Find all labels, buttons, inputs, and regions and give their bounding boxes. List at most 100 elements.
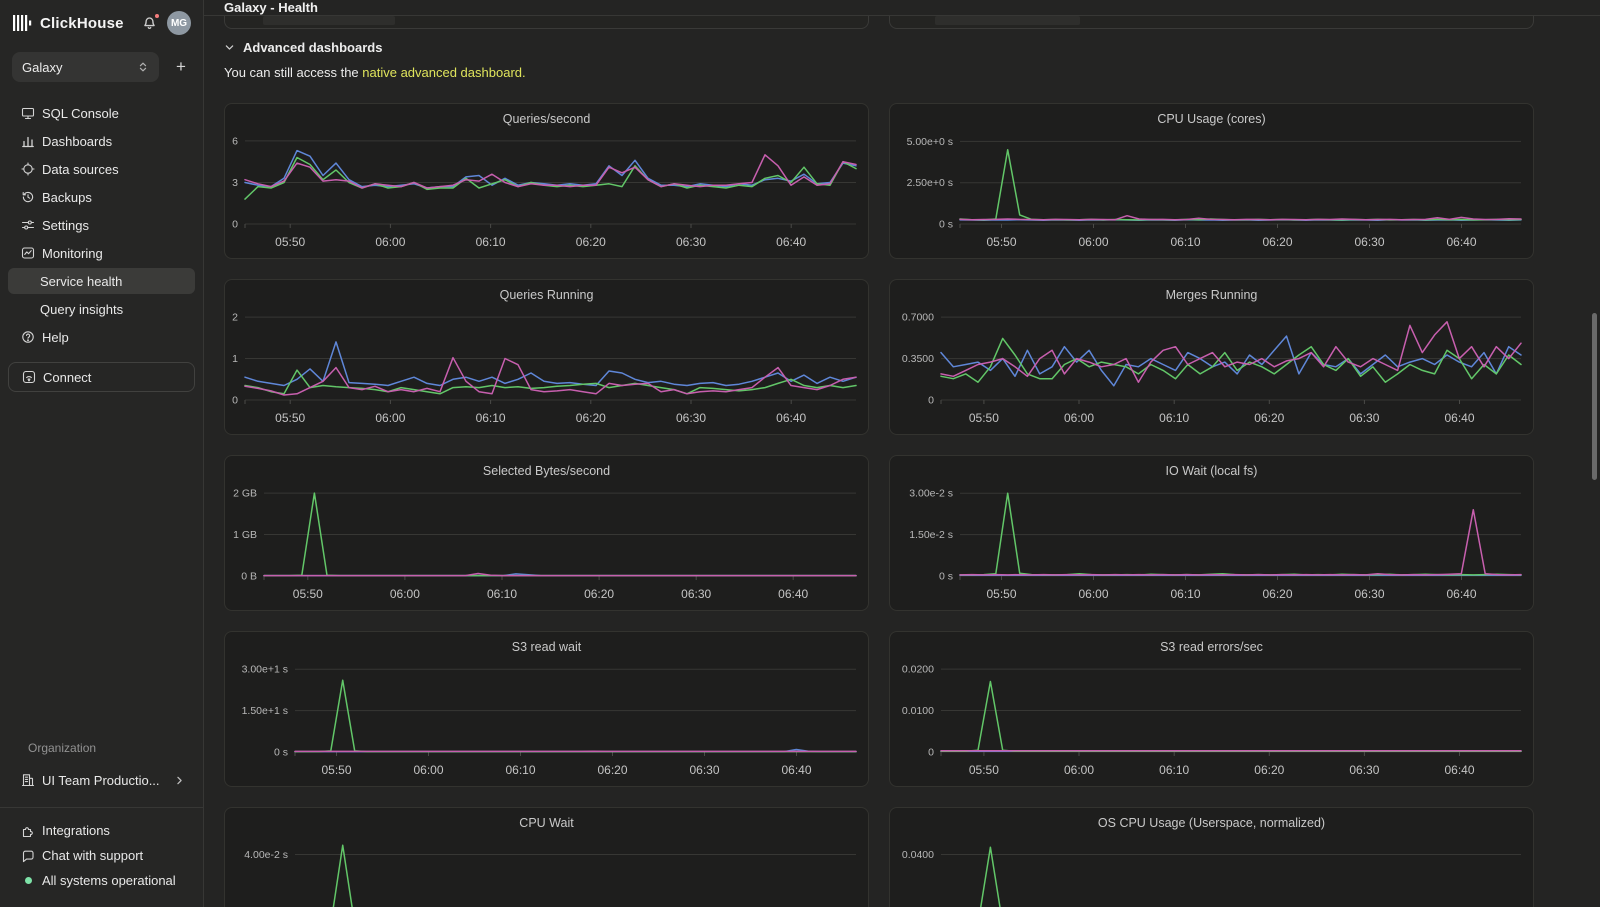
notification-dot [153, 12, 161, 20]
chart-canvas[interactable]: 0 0.3500 0.7000 05:50 06:00 06:10 06:20 06:30 06… [890, 280, 1535, 436]
svg-text:06:40: 06:40 [776, 411, 806, 425]
chart-canvas[interactable]: 0 3 6 05:50 06:00 06:10 06:20 06:30 06:40 [225, 104, 870, 260]
chart-canvas[interactable]: 0 s 1.50e-2 s 3.00e-2 s 05:50 06:00 06:10 06:2… [890, 456, 1535, 612]
svg-text:1: 1 [232, 353, 238, 365]
main-area: Galaxy - Health Advanced dashboards You … [204, 0, 1600, 907]
sidebar-item-label: Monitoring [42, 245, 103, 261]
sidebar-item-label: Data sources [42, 161, 119, 177]
panel-fragment-button[interactable] [263, 16, 395, 25]
chat-support-item[interactable]: Chat with support [8, 843, 195, 868]
svg-text:06:40: 06:40 [778, 587, 808, 601]
svg-text:06:20: 06:20 [1262, 235, 1292, 249]
svg-text:3.00e-2 s: 3.00e-2 s [909, 488, 953, 500]
chart-card[interactable]: Merges Running 0 0.3500 0.7000 05:50 06:00 06:… [889, 279, 1534, 435]
svg-text:06:20: 06:20 [597, 763, 627, 777]
add-service-button[interactable]: + [176, 57, 186, 76]
integrations-item[interactable]: Integrations [8, 818, 195, 843]
notifications-bell-icon[interactable] [141, 12, 161, 32]
sidebar-item-data-sources[interactable]: Data sources [8, 156, 195, 182]
sidebar-item-label: Query insights [40, 301, 124, 317]
svg-text:05:50: 05:50 [969, 763, 999, 777]
svg-text:06:00: 06:00 [375, 235, 405, 249]
chart-card[interactable]: CPU Usage (cores) 0 s 2.50e+0 s 5.00e+0 s 05… [889, 103, 1534, 259]
sidebar-item-sql-console[interactable]: SQL Console [8, 100, 195, 126]
connect-label: Connect [43, 369, 92, 385]
svg-text:06:10: 06:10 [1159, 411, 1189, 425]
system-status-item[interactable]: All systems operational [8, 868, 195, 893]
svg-text:06:00: 06:00 [1078, 587, 1108, 601]
connect-button[interactable]: Connect [8, 362, 195, 392]
chart-canvas[interactable]: 0 0.0100 0.0200 05:50 06:00 06:10 06:20 06:30 06… [890, 632, 1535, 788]
sidebar-bottom: Organization UI Team Productio... Integr… [0, 741, 203, 907]
chart-title: OS CPU Usage (Userspace, normalized) [1097, 816, 1326, 830]
chart-title: CPU Wait [519, 816, 574, 830]
vertical-scrollbar[interactable] [1592, 313, 1597, 480]
chart-card[interactable]: Queries/second 0 3 6 05:50 06:00 06:10 06:20 06:… [224, 103, 869, 259]
sidebar-item-settings[interactable]: Settings [8, 212, 195, 238]
svg-text:05:50: 05:50 [275, 235, 305, 249]
chart-card[interactable]: OS CPU Usage (Userspace, normalized) 0.04… [889, 807, 1534, 907]
svg-text:06:10: 06:10 [505, 763, 535, 777]
native-advanced-dashboard-link[interactable]: native advanced dashboard. [362, 65, 526, 80]
svg-text:06:00: 06:00 [413, 763, 443, 777]
panel-fragment-left [224, 16, 869, 29]
note-text: You can still access the [224, 65, 363, 80]
sidebar-item-monitoring[interactable]: Monitoring [8, 240, 195, 266]
settings-sliders-icon [21, 218, 35, 232]
chart-card[interactable]: S3 read errors/sec 0 0.0100 0.0200 05:50 06:0… [889, 631, 1534, 787]
content: Advanced dashboards You can still access… [204, 16, 1600, 907]
svg-text:0: 0 [232, 219, 238, 231]
chart-card[interactable]: Queries Running 0 1 2 05:50 06:00 06:10 06:20 06… [224, 279, 869, 435]
chart-canvas[interactable]: 0 s 2.50e+0 s 5.00e+0 s 05:50 06:00 06:10 06:2… [890, 104, 1535, 260]
svg-text:06:40: 06:40 [781, 763, 811, 777]
svg-text:05:50: 05:50 [275, 411, 305, 425]
panel-fragment-button[interactable] [935, 16, 1080, 25]
svg-text:0 s: 0 s [939, 571, 953, 583]
topbar: Galaxy - Health [204, 0, 1600, 16]
chart-canvas[interactable]: 0 s 1.50e+1 s 3.00e+1 s 05:50 06:00 06:10 06:2… [225, 632, 870, 788]
sidebar-item-service-health[interactable]: Service health [8, 268, 195, 294]
svg-text:06:40: 06:40 [1444, 411, 1474, 425]
svg-text:05:50: 05:50 [969, 411, 999, 425]
chart-title: S3 read wait [511, 640, 582, 654]
system-status-label: All systems operational [42, 873, 176, 888]
sidebar-item-query-insights[interactable]: Query insights [8, 296, 195, 322]
svg-text:05:50: 05:50 [986, 587, 1016, 601]
chart-canvas[interactable]: 0 B 1 GB 2 GB 05:50 06:00 06:10 06:20 06:30 06:4… [225, 456, 870, 612]
organization-switcher[interactable]: UI Team Productio... [8, 767, 195, 793]
organization-section-label: Organization [28, 741, 97, 755]
advanced-dashboards-title: Advanced dashboards [243, 39, 383, 55]
chart-card[interactable]: S3 read wait 0 s 1.50e+1 s 3.00e+1 s 05:50 06… [224, 631, 869, 787]
sidebar: ClickHouse MG Galaxy + [0, 0, 204, 907]
svg-text:0.7000: 0.7000 [902, 312, 934, 324]
sidebar-item-help[interactable]: Help [8, 324, 195, 350]
svg-text:0.0400: 0.0400 [902, 849, 934, 861]
svg-text:06:30: 06:30 [681, 587, 711, 601]
svg-text:06:30: 06:30 [1349, 411, 1379, 425]
svg-text:0 s: 0 s [939, 219, 953, 231]
advanced-dashboards-toggle[interactable]: Advanced dashboards [224, 37, 1535, 57]
service-selector[interactable]: Galaxy [12, 52, 159, 82]
help-icon [21, 330, 35, 344]
sidebar-item-backups[interactable]: Backups [8, 184, 195, 210]
svg-text:4.00e-2 s: 4.00e-2 s [244, 849, 288, 861]
sidebar-item-label: Help [42, 329, 69, 345]
service-selector-value: Galaxy [22, 59, 63, 75]
svg-text:6: 6 [232, 135, 238, 147]
svg-text:06:40: 06:40 [1444, 763, 1474, 777]
svg-text:0 B: 0 B [241, 571, 257, 583]
avatar[interactable]: MG [167, 11, 191, 35]
chart-card[interactable]: Selected Bytes/second 0 B 1 GB 2 GB 05:50 06:… [224, 455, 869, 611]
chart-canvas[interactable]: 0 1 2 05:50 06:00 06:10 06:20 06:30 06:40 [225, 280, 870, 436]
integrations-puzzle-icon [21, 824, 35, 838]
sidebar-item-dashboards[interactable]: Dashboards [8, 128, 195, 154]
svg-text:06:30: 06:30 [1354, 587, 1384, 601]
chat-bubble-icon [21, 849, 35, 863]
svg-text:06:30: 06:30 [1349, 763, 1379, 777]
dashboards-icon [21, 134, 35, 148]
